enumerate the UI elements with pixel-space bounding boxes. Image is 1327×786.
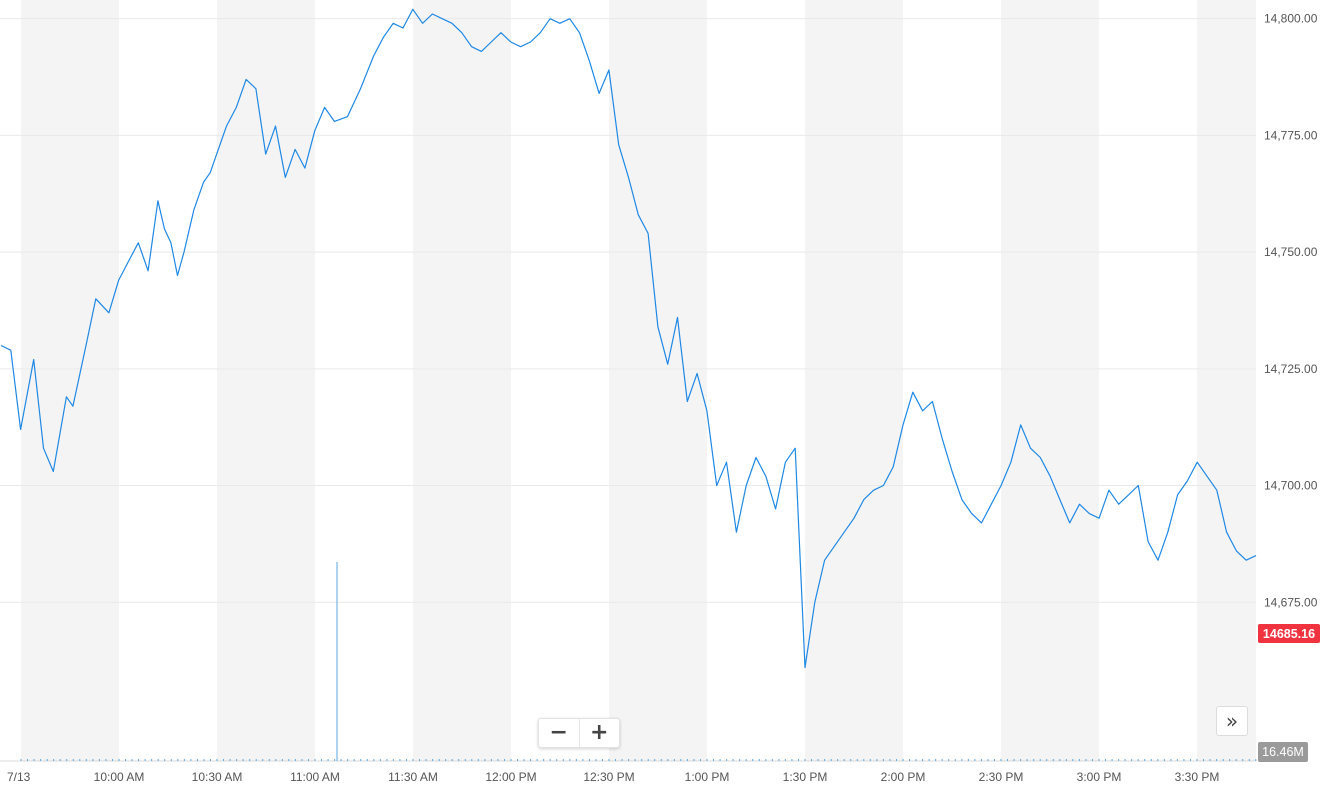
y-tick-label: 14,725.00 <box>1264 362 1318 376</box>
time-band <box>1197 0 1256 761</box>
y-axis-tick-labels: 14,800.00 14,775.00 14,750.00 14,725.00 14,7… <box>1264 12 1318 610</box>
x-tick-label: 10:00 AM <box>94 770 145 784</box>
y-tick-label: 14,675.00 <box>1264 595 1318 609</box>
volume-badge: 16.46M <box>1258 742 1308 762</box>
x-tick-label: 12:30 PM <box>583 770 634 784</box>
price-series-line <box>0 8 1257 669</box>
zoom-control: − + <box>538 718 620 748</box>
x-tick-label: 11:00 AM <box>290 770 340 784</box>
last-price-badge: 14685.16 <box>1258 624 1320 643</box>
x-tick-label: 2:30 PM <box>979 770 1024 784</box>
volume-bars <box>20 562 1257 761</box>
y-tick-label: 14,700.00 <box>1264 479 1318 493</box>
y-tick-label: 14,775.00 <box>1264 128 1318 142</box>
alternating-time-bands <box>21 0 1256 761</box>
x-tick-label: 10:30 AM <box>192 770 243 784</box>
zoom-in-button[interactable]: + <box>578 719 620 747</box>
x-tick-label: 12:00 PM <box>485 770 536 784</box>
x-tick-label: 11:30 AM <box>388 770 438 784</box>
horizontal-gridlines <box>0 18 1256 603</box>
zoom-out-button[interactable]: − <box>549 720 568 745</box>
x-tick-label: 1:00 PM <box>685 770 730 784</box>
time-band <box>805 0 903 761</box>
y-tick-label: 14,750.00 <box>1264 245 1318 259</box>
time-band <box>21 0 119 761</box>
time-band <box>609 0 707 761</box>
x-tick-label: 1:30 PM <box>783 770 828 784</box>
x-tick-label: 3:00 PM <box>1077 770 1122 784</box>
x-tick-label: 3:30 PM <box>1175 770 1220 784</box>
time-band <box>217 0 315 761</box>
time-band <box>1001 0 1099 761</box>
time-band <box>413 0 511 761</box>
y-tick-label: 14,800.00 <box>1264 12 1318 26</box>
x-tick-label: 7/13 <box>7 770 31 784</box>
x-tick-label: 2:00 PM <box>881 770 926 784</box>
x-axis-tick-labels: 7/13 10:00 AM 10:30 AM 11:00 AM 11:30 AM 12:0… <box>7 770 1219 784</box>
scroll-forward-button[interactable]: » <box>1216 706 1248 736</box>
